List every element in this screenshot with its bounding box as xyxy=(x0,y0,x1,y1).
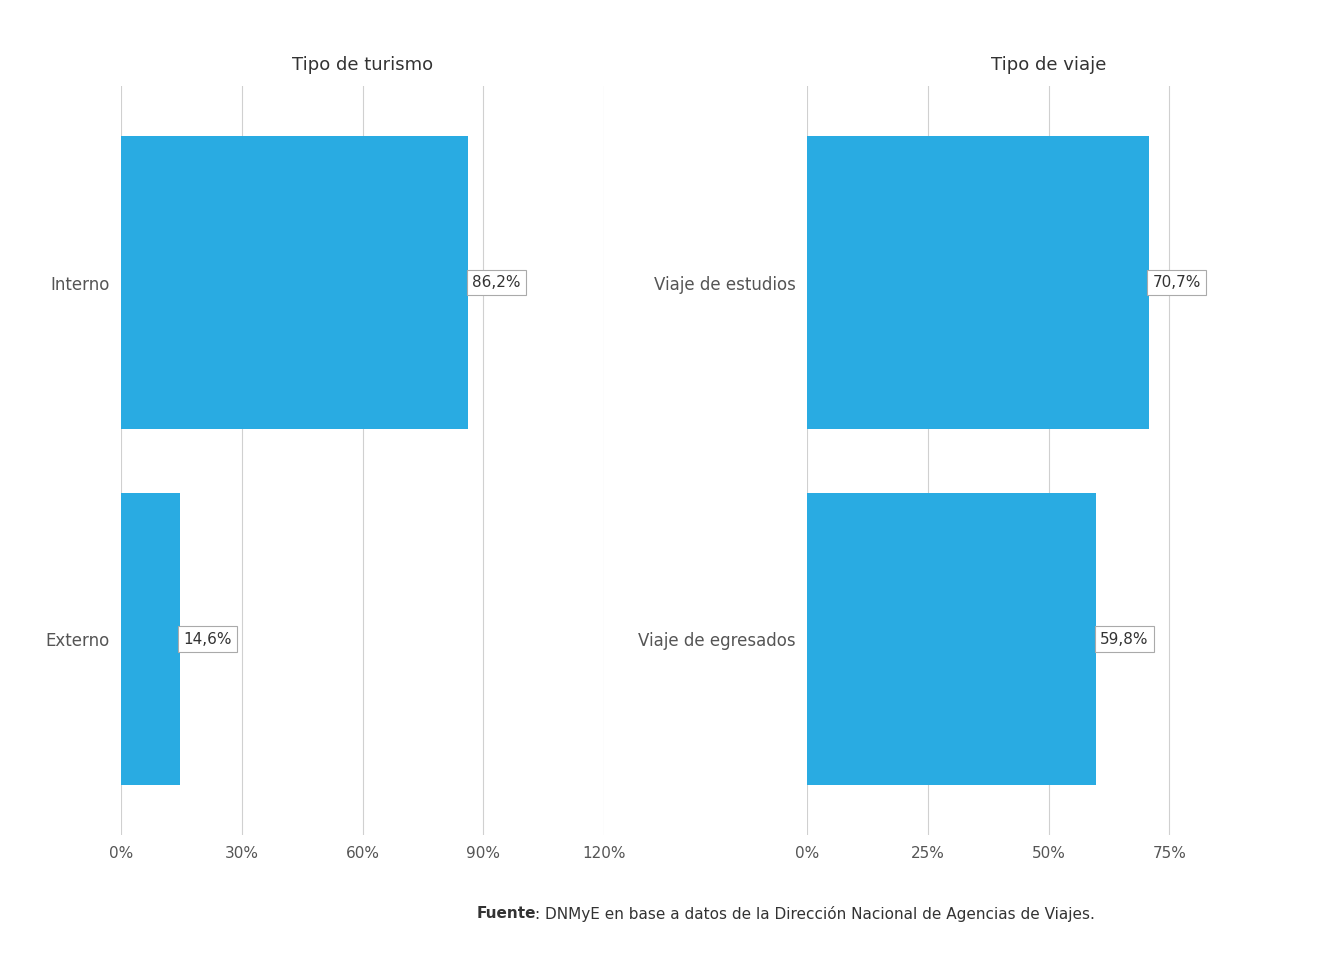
Text: 59,8%: 59,8% xyxy=(1099,632,1148,647)
Bar xyxy=(806,492,1095,785)
Text: 86,2%: 86,2% xyxy=(472,275,520,290)
Title: Tipo de turismo: Tipo de turismo xyxy=(292,56,433,74)
Text: Fuente: Fuente xyxy=(477,906,536,922)
Bar xyxy=(121,492,180,785)
Bar xyxy=(806,136,1149,429)
Text: 14,6%: 14,6% xyxy=(184,632,233,647)
Bar xyxy=(121,136,468,429)
Text: 70,7%: 70,7% xyxy=(1153,275,1202,290)
Title: Tipo de viaje: Tipo de viaje xyxy=(991,56,1106,74)
Text: : DNMyE en base a datos de la Dirección Nacional de Agencias de Viajes.: : DNMyE en base a datos de la Dirección … xyxy=(535,906,1095,922)
